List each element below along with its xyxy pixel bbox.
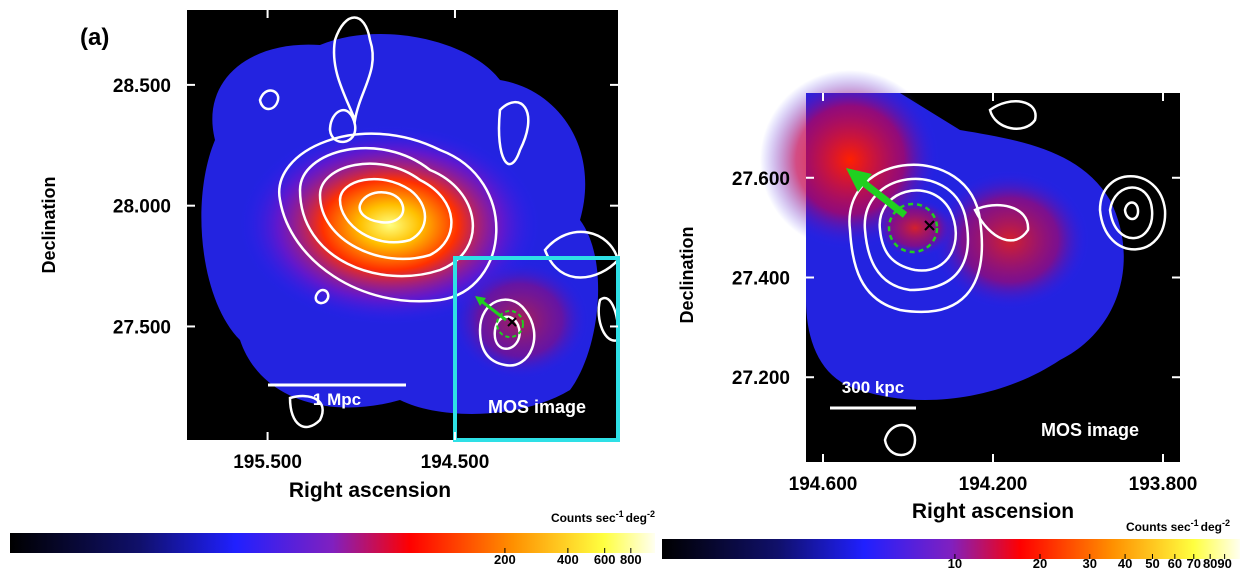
colorbar-tick-label: 200 [494, 552, 516, 567]
colorbar-tick-label: 20 [1033, 556, 1047, 571]
colorbar-tick-label: 30 [1083, 556, 1097, 571]
y-tick-label: 27.500 [113, 317, 171, 338]
y-tick-label: 28.000 [113, 197, 171, 218]
y-tick-label: 27.600 [732, 169, 790, 190]
x-axis-label: Right ascension [289, 479, 451, 502]
colorbar-tick-label: 40 [1118, 556, 1132, 571]
scale-bar-label: 300 kpc [842, 378, 904, 397]
y-axis-label: Declination [677, 226, 697, 323]
panel-label: (a) [80, 24, 109, 51]
y-tick-label: 27.200 [732, 368, 790, 389]
colorbar-label-text: deg [1201, 520, 1222, 534]
y-tick-label: 27.400 [732, 269, 790, 290]
x-tick-label: 194.600 [789, 474, 858, 495]
inset-label: MOS image [488, 397, 586, 417]
colorbar-tick-label: 400 [557, 552, 579, 567]
colorbar-label-text: Counts sec [551, 511, 616, 525]
colorbar-label-text: deg [626, 511, 647, 525]
panel-a-image [187, 10, 618, 440]
scale-bar-label: 1 Mpc [313, 390, 361, 409]
x-tick-label: 194.500 [421, 452, 490, 473]
x-axis-label: Right ascension [912, 500, 1074, 523]
colorbar-label-exponent: -1 [1191, 518, 1199, 528]
colorbar-tick-label: 90 [1217, 556, 1231, 571]
colorbar-label-text: Counts sec [1126, 520, 1191, 534]
colorbar-tick-label: 800 [620, 552, 642, 567]
x-tick-label: 194.200 [959, 474, 1028, 495]
colorbar-label-exponent: -2 [647, 509, 655, 519]
x-tick-label: 193.800 [1129, 474, 1198, 495]
colorbar-tick-label: 70 [1187, 556, 1201, 571]
colorbar-label-exponent: -2 [1222, 518, 1230, 528]
colorbar-tick-label: 60 [1168, 556, 1182, 571]
colorbar-label-exponent: -1 [616, 509, 624, 519]
panel-b-image [760, 70, 1180, 462]
colorbar-tick-label: 600 [594, 552, 616, 567]
figure: 195.500 194.500 27.500 28.000 28.500 (a) Right… [0, 0, 1246, 573]
colorbar-tick-label: 50 [1145, 556, 1159, 571]
y-tick-label: 28.500 [113, 76, 171, 97]
x-tick-label: 195.500 [233, 452, 302, 473]
colorbar-tick-label: 10 [948, 556, 962, 571]
inset-label: MOS image [1041, 420, 1139, 440]
y-axis-label: Declination [39, 176, 59, 273]
colorbar-a [10, 533, 655, 553]
colorbar-tick-label: 80 [1203, 556, 1217, 571]
